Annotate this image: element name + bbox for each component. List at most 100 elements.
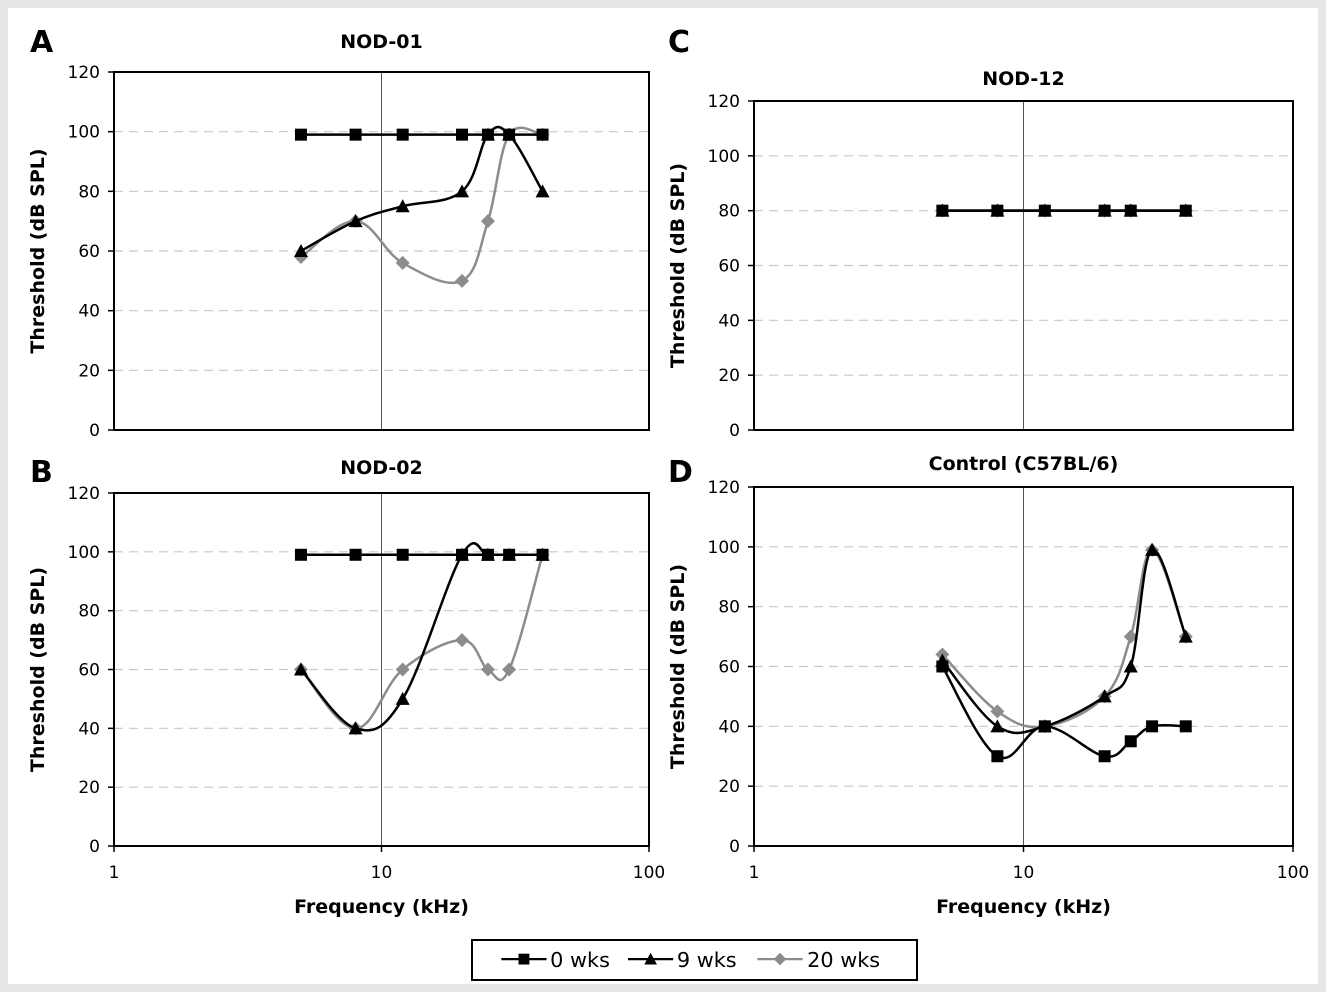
x-tick-label: 1 bbox=[749, 863, 760, 883]
y-tick-label: 80 bbox=[718, 202, 740, 222]
y-axis-label: Threshold (dB SPL) bbox=[27, 567, 49, 772]
data-point-triangle bbox=[455, 547, 470, 561]
y-tick-label: 20 bbox=[718, 777, 740, 797]
y-tick-label: 120 bbox=[708, 478, 740, 498]
data-point-square bbox=[1179, 720, 1192, 733]
x-tick-label: 100 bbox=[1277, 863, 1309, 883]
y-tick-label: 0 bbox=[89, 421, 100, 441]
panel-c: C NOD-12 0 20 40 60 80 100 120 Threshold (dB SPL) bbox=[667, 25, 1294, 441]
panel-letter: C bbox=[668, 25, 690, 60]
series-line bbox=[300, 126, 543, 285]
data-point-triangle bbox=[990, 719, 1005, 733]
data-point-diamond bbox=[395, 255, 410, 270]
y-tick-label: 40 bbox=[718, 311, 740, 331]
series-20-wks bbox=[293, 547, 550, 736]
y-axis-label: Threshold (dB SPL) bbox=[667, 564, 689, 769]
series-line bbox=[300, 125, 544, 253]
data-point-diamond bbox=[1123, 629, 1138, 644]
data-point-square bbox=[991, 750, 1004, 763]
data-point-triangle bbox=[935, 203, 950, 217]
legend-entry-20wks: 20 wks bbox=[757, 948, 880, 972]
panel-title: Control (C57BL/6) bbox=[929, 453, 1119, 475]
legend-marker-diamond bbox=[773, 952, 787, 966]
data-point-square bbox=[349, 128, 362, 141]
legend: 0 wks 9 wks 20 wks bbox=[471, 939, 918, 981]
data-point-diamond bbox=[480, 662, 495, 677]
y-tick-label: 60 bbox=[718, 257, 740, 277]
data-point-triangle bbox=[480, 127, 495, 141]
data-point-square bbox=[456, 128, 469, 141]
panel-title: NOD-02 bbox=[340, 457, 423, 479]
data-point-triangle bbox=[990, 203, 1005, 217]
data-point-diamond bbox=[455, 273, 470, 288]
legend-entry-9wks: 9 wks bbox=[628, 948, 737, 972]
x-tick-label: 100 bbox=[633, 863, 665, 883]
legend-marker-triangle bbox=[644, 952, 657, 965]
y-tick-label: 80 bbox=[78, 602, 100, 622]
x-tick-label: 10 bbox=[1013, 863, 1035, 883]
y-tick-label: 0 bbox=[729, 837, 740, 857]
panel-letter: A bbox=[30, 25, 54, 60]
y-tick-label: 20 bbox=[718, 366, 740, 386]
legend-label-9wks: 9 wks bbox=[677, 948, 737, 972]
series-line bbox=[941, 665, 1186, 760]
data-point-triangle bbox=[1178, 629, 1193, 643]
data-point-triangle bbox=[1097, 689, 1112, 703]
series-line bbox=[300, 542, 543, 732]
y-tick-label: 80 bbox=[78, 182, 100, 202]
data-point-diamond bbox=[395, 662, 410, 677]
y-tick-label: 20 bbox=[78, 361, 100, 381]
y-tick-label: 100 bbox=[68, 543, 100, 563]
y-axis-label: Threshold (dB SPL) bbox=[667, 163, 689, 368]
series-line bbox=[941, 548, 1187, 729]
panel-title: NOD-12 bbox=[982, 68, 1065, 90]
data-point-square bbox=[1124, 735, 1137, 748]
x-tick-label: 10 bbox=[371, 863, 393, 883]
series-20-wks bbox=[293, 126, 550, 288]
y-tick-label: 0 bbox=[729, 421, 740, 441]
data-point-triangle bbox=[293, 662, 308, 676]
series-9-wks bbox=[935, 542, 1193, 735]
series-line bbox=[941, 548, 1187, 735]
data-point-triangle bbox=[1123, 203, 1138, 217]
legend-entry-0wks: 0 wks bbox=[501, 948, 610, 972]
panel-a: A NOD-01 0 20 40 60 80 100 120 Threshold (dB SPL) bbox=[27, 25, 650, 441]
y-tick-label: 60 bbox=[718, 658, 740, 678]
y-tick-label: 60 bbox=[78, 661, 100, 681]
panel-title: NOD-01 bbox=[340, 31, 423, 53]
x-axis-label: Frequency (kHz) bbox=[936, 896, 1111, 918]
data-point-triangle bbox=[395, 199, 410, 213]
panel-letter: B bbox=[30, 455, 53, 490]
data-point-square bbox=[349, 548, 362, 561]
legend-marker-square bbox=[518, 953, 530, 965]
y-tick-label: 60 bbox=[78, 242, 100, 262]
data-point-triangle bbox=[293, 244, 308, 257]
data-point-triangle bbox=[535, 547, 550, 561]
y-tick-label: 40 bbox=[718, 717, 740, 737]
data-point-triangle bbox=[348, 721, 363, 735]
y-tick-label: 40 bbox=[78, 302, 100, 322]
data-point-triangle bbox=[1037, 719, 1052, 733]
y-axis-label: Threshold (dB SPL) bbox=[27, 148, 49, 353]
panel-letter: D bbox=[668, 455, 693, 490]
y-tick-label: 80 bbox=[718, 598, 740, 618]
series-0-wks bbox=[936, 660, 1192, 763]
data-point-square bbox=[1146, 720, 1159, 733]
y-tick-label: 40 bbox=[78, 719, 100, 739]
data-point-square bbox=[396, 548, 409, 561]
series-9-wks bbox=[935, 203, 1193, 217]
data-point-triangle bbox=[480, 547, 495, 561]
data-point-square bbox=[294, 128, 307, 141]
data-point-square bbox=[396, 128, 409, 141]
series-line bbox=[300, 554, 544, 730]
x-tick-label: 1 bbox=[109, 863, 120, 883]
data-point-triangle bbox=[1097, 203, 1112, 217]
data-point-triangle bbox=[395, 691, 410, 705]
legend-label-0wks: 0 wks bbox=[550, 948, 610, 972]
data-point-diamond bbox=[990, 704, 1005, 719]
